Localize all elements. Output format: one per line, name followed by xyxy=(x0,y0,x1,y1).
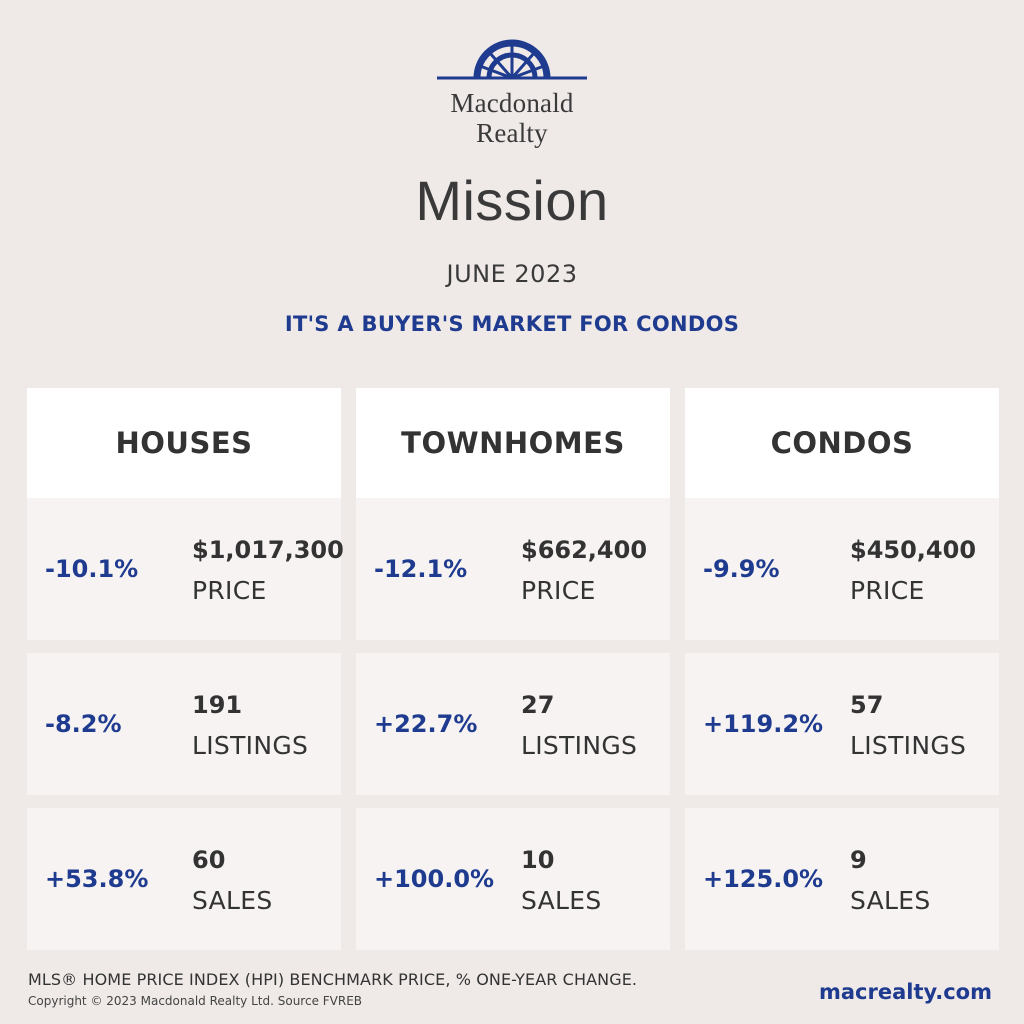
price-label: PRICE xyxy=(850,576,925,605)
report-month: JUNE 2023 xyxy=(446,260,578,288)
sales-card: +53.8% 60 SALES xyxy=(27,808,341,950)
listings-card: +22.7% 27 LISTINGS xyxy=(356,653,670,795)
listings-label: LISTINGS xyxy=(521,731,638,760)
price-value: $662,400 xyxy=(521,536,648,564)
listings-label: LISTINGS xyxy=(850,731,967,760)
column-title: CONDOS xyxy=(685,388,999,498)
column-condos: CONDOS -9.9% $450,400 PRICE +119.2% 57 L… xyxy=(685,388,999,950)
price-card: -12.1% $662,400 PRICE xyxy=(356,498,670,640)
column-title: HOUSES xyxy=(27,388,341,498)
price-change: -9.9% xyxy=(703,555,780,583)
sales-change: +53.8% xyxy=(45,865,149,893)
listings-change: +119.2% xyxy=(703,710,824,738)
price-change: -12.1% xyxy=(374,555,468,583)
brand-name-line1: Macdonald xyxy=(450,88,574,118)
listings-label: LISTINGS xyxy=(192,731,309,760)
listings-value: 57 xyxy=(850,691,884,719)
price-value: $450,400 xyxy=(850,536,977,564)
price-card: -9.9% $450,400 PRICE xyxy=(685,498,999,640)
price-value: $1,017,300 xyxy=(192,536,344,564)
listings-change: +22.7% xyxy=(374,710,478,738)
sales-card: +125.0% 9 SALES xyxy=(685,808,999,950)
listings-value: 27 xyxy=(521,691,555,719)
brand-logo: Macdonald Realty xyxy=(412,36,612,156)
sunburst-logo-icon xyxy=(437,39,587,80)
sales-label: SALES xyxy=(850,886,931,915)
website-link[interactable]: macrealty.com xyxy=(818,980,992,1004)
brand-name-line2: Realty xyxy=(476,118,548,148)
sales-label: SALES xyxy=(192,886,273,915)
listings-card: -8.2% 191 LISTINGS xyxy=(27,653,341,795)
sales-card: +100.0% 10 SALES xyxy=(356,808,670,950)
sales-change: +125.0% xyxy=(703,865,824,893)
price-label: PRICE xyxy=(192,576,267,605)
copyright: Copyright © 2023 Macdonald Realty Ltd. S… xyxy=(28,994,363,1008)
sales-label: SALES xyxy=(521,886,602,915)
price-label: PRICE xyxy=(521,576,596,605)
listings-value: 191 xyxy=(192,691,243,719)
column-title: TOWNHOMES xyxy=(356,388,670,498)
price-change: -10.1% xyxy=(45,555,139,583)
sales-value: 9 xyxy=(850,846,867,874)
column-houses: HOUSES -10.1% $1,017,300 PRICE -8.2% 191… xyxy=(27,388,344,950)
sales-change: +100.0% xyxy=(374,865,495,893)
sales-value: 10 xyxy=(521,846,555,874)
city-title: Mission xyxy=(415,169,609,232)
column-townhomes: TOWNHOMES -12.1% $662,400 PRICE +22.7% 2… xyxy=(356,388,670,950)
market-tagline: IT'S A BUYER'S MARKET FOR CONDOS xyxy=(284,312,740,336)
listings-card: +119.2% 57 LISTINGS xyxy=(685,653,999,795)
sales-value: 60 xyxy=(192,846,226,874)
price-card: -10.1% $1,017,300 PRICE xyxy=(27,498,344,640)
footnote: MLS® HOME PRICE INDEX (HPI) BENCHMARK PR… xyxy=(28,970,638,989)
listings-change: -8.2% xyxy=(45,710,122,738)
